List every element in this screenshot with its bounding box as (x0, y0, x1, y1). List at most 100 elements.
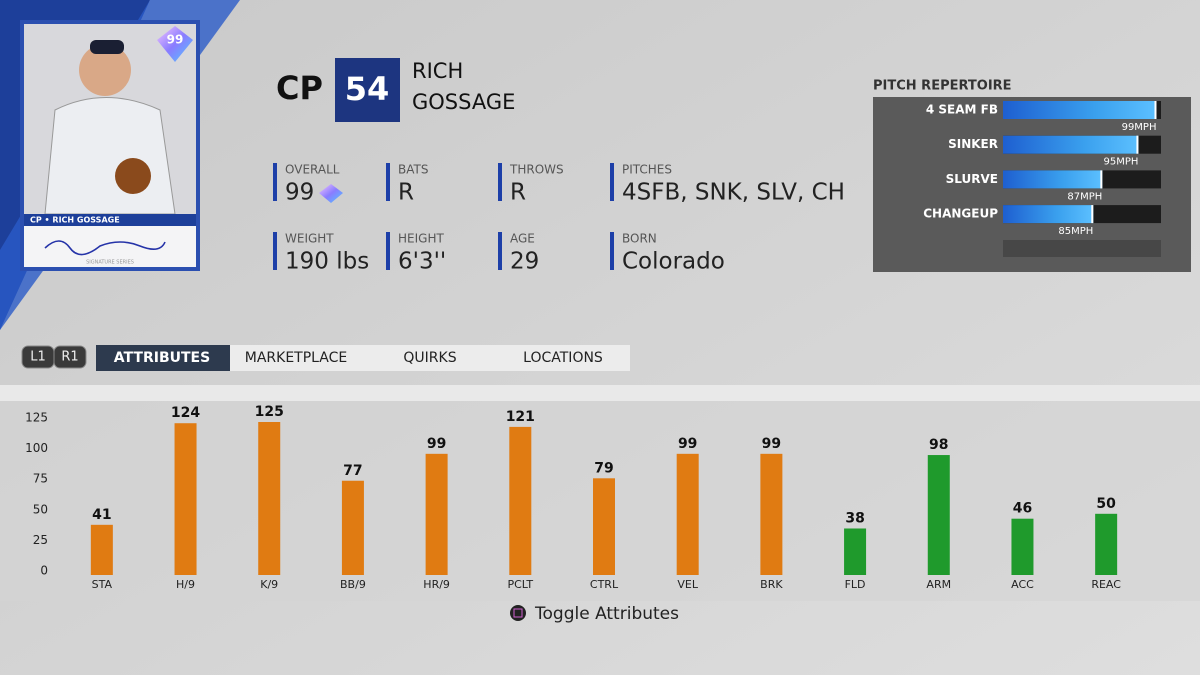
bar (1011, 518, 1034, 575)
info-accent (386, 163, 390, 201)
x-tick-label: PCLT (507, 578, 533, 591)
x-tick-label: STA (92, 578, 113, 591)
value-label: 50 (1096, 496, 1116, 512)
bar (509, 426, 532, 575)
info-accent (498, 163, 502, 201)
y-tick-label: 50 (33, 502, 48, 516)
pitch-speed: 99MPH (1122, 122, 1157, 133)
x-tick-label: BRK (760, 578, 783, 591)
info-accent (386, 232, 390, 270)
info-accent (610, 232, 614, 270)
pitch-bar (1003, 101, 1157, 119)
y-tick-label: 100 (25, 441, 48, 455)
value-label: 125 (255, 404, 284, 420)
bar (844, 528, 867, 575)
pitch-bar-end (1154, 101, 1157, 119)
pitch-name: 4 SEAM FB (926, 103, 998, 117)
cap (90, 40, 124, 54)
tab[interactable]: QUIRKS (403, 350, 456, 366)
y-tick-label: 0 (40, 564, 48, 578)
value-label: 99 (427, 436, 446, 452)
x-tick-label: REAC (1091, 578, 1121, 591)
value-label: 98 (929, 437, 948, 453)
card-caption: CP • RICH GOSSAGE (30, 216, 120, 225)
value-label: 99 (762, 436, 781, 452)
value-label: 79 (594, 460, 613, 476)
value-label: 41 (92, 507, 111, 523)
last-name: GOSSAGE (412, 90, 515, 114)
info-label: PITCHES (622, 163, 672, 177)
info-value: 29 (510, 249, 539, 275)
shoulder-button[interactable] (53, 345, 87, 369)
diamond-icon (319, 184, 343, 203)
toggle-hint[interactable]: Toggle Attributes (534, 604, 679, 624)
info-value: Colorado (622, 249, 725, 275)
tab[interactable]: LOCATIONS (523, 350, 603, 366)
value-label: 124 (171, 405, 200, 421)
square-button[interactable] (510, 605, 526, 621)
pitch-bar (1003, 205, 1094, 224)
shoulder-label[interactable]: L1 (30, 350, 46, 365)
pitch-speed: 85MPH (1058, 226, 1093, 237)
info-label: OVERALL (285, 163, 340, 177)
x-tick-label: FLD (845, 578, 866, 591)
pitch-name: SLURVE (946, 172, 998, 186)
info-value: 4SFB, SNK, SLV, CH (622, 180, 845, 206)
x-tick-label: H/9 (176, 578, 195, 591)
card-series: SIGNATURE SERIES (86, 260, 134, 266)
bar (760, 453, 783, 575)
signature (44, 240, 166, 256)
player-head (79, 44, 131, 96)
y-tick-label: 25 (33, 533, 48, 547)
pitch-bar (1003, 170, 1103, 189)
pitch-speed: 87MPH (1067, 191, 1102, 202)
info-label: BATS (398, 163, 428, 177)
y-tick-label: 125 (25, 411, 48, 425)
rating-gem (157, 26, 193, 62)
info-value: R (398, 180, 414, 206)
y-tick-label: 75 (33, 472, 48, 486)
x-tick-label: HR/9 (423, 578, 450, 591)
info-value: 6'3'' (398, 249, 446, 275)
info-label: WEIGHT (285, 232, 334, 246)
card-signature-area (24, 226, 196, 267)
number: 54 (345, 70, 390, 108)
tab[interactable]: MARKETPLACE (245, 350, 347, 366)
pitch-bar-end (1091, 205, 1094, 224)
pitch-title: PITCH REPERTOIRE (873, 79, 1012, 94)
first-name: RICH (412, 59, 463, 83)
bar (258, 422, 281, 575)
info-label: HEIGHT (398, 232, 444, 246)
bar (425, 453, 448, 575)
bar (593, 478, 615, 575)
pitch-name: SINKER (948, 137, 998, 151)
info-value: R (510, 180, 526, 206)
info-label: THROWS (509, 163, 564, 177)
number-box (335, 58, 400, 122)
bar (676, 453, 699, 575)
card-rating: 99 (167, 33, 184, 47)
pitch-bar-end (1100, 170, 1103, 189)
info-value: 190 lbs (285, 249, 369, 275)
x-tick-label: ARM (926, 578, 951, 591)
card-caption-bar (24, 214, 196, 226)
value-label: 38 (845, 510, 864, 526)
bar (927, 455, 950, 575)
info-accent (273, 163, 277, 201)
x-tick-label: VEL (677, 578, 698, 591)
x-tick-label: ACC (1011, 578, 1034, 591)
value-label: 121 (506, 409, 535, 425)
bar (341, 480, 364, 575)
info-accent (498, 232, 502, 270)
value-label: 77 (343, 463, 362, 479)
bar (1095, 513, 1118, 575)
x-tick-label: CTRL (590, 578, 619, 591)
tab[interactable]: ATTRIBUTES (114, 350, 210, 366)
info-value: 99 (285, 180, 314, 206)
pitch-speed: 95MPH (1104, 157, 1139, 168)
position: CP (276, 69, 323, 107)
x-tick-label: BB/9 (340, 578, 366, 591)
shoulder-label[interactable]: R1 (61, 350, 78, 365)
